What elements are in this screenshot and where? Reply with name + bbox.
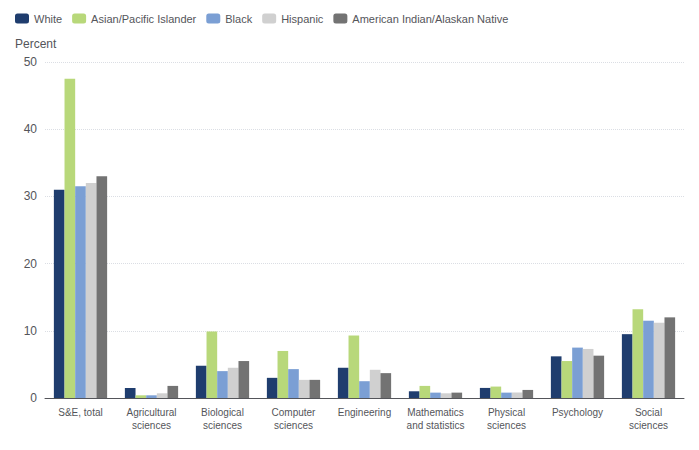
svg-text:and statistics: and statistics [407, 420, 465, 431]
svg-text:Agricultural: Agricultural [126, 407, 176, 418]
svg-text:sciences: sciences [203, 420, 242, 431]
svg-text:50: 50 [24, 55, 38, 69]
svg-text:Biological: Biological [201, 407, 244, 418]
svg-text:Percent: Percent [15, 37, 57, 51]
svg-text:Asian/Pacific Islander: Asian/Pacific Islander [91, 13, 196, 25]
svg-text:Social: Social [635, 407, 662, 418]
svg-text:S&E, total: S&E, total [58, 407, 102, 418]
svg-text:Psychology: Psychology [552, 407, 603, 418]
svg-text:Mathematics: Mathematics [407, 407, 464, 418]
svg-text:Computer: Computer [272, 407, 317, 418]
svg-text:White: White [34, 13, 62, 25]
svg-text:40: 40 [24, 122, 38, 136]
svg-text:0: 0 [30, 391, 37, 405]
svg-text:30: 30 [24, 189, 38, 203]
svg-text:Hispanic: Hispanic [281, 13, 324, 25]
svg-text:sciences: sciences [629, 420, 668, 431]
svg-text:sciences: sciences [274, 420, 313, 431]
svg-text:sciences: sciences [132, 420, 171, 431]
svg-text:20: 20 [24, 257, 38, 271]
svg-text:sciences: sciences [487, 420, 526, 431]
svg-text:Black: Black [225, 13, 252, 25]
svg-text:10: 10 [24, 324, 38, 338]
svg-text:Engineering: Engineering [338, 407, 391, 418]
svg-text:American Indian/Alaskan Native: American Indian/Alaskan Native [352, 13, 508, 25]
svg-text:Physical: Physical [488, 407, 525, 418]
